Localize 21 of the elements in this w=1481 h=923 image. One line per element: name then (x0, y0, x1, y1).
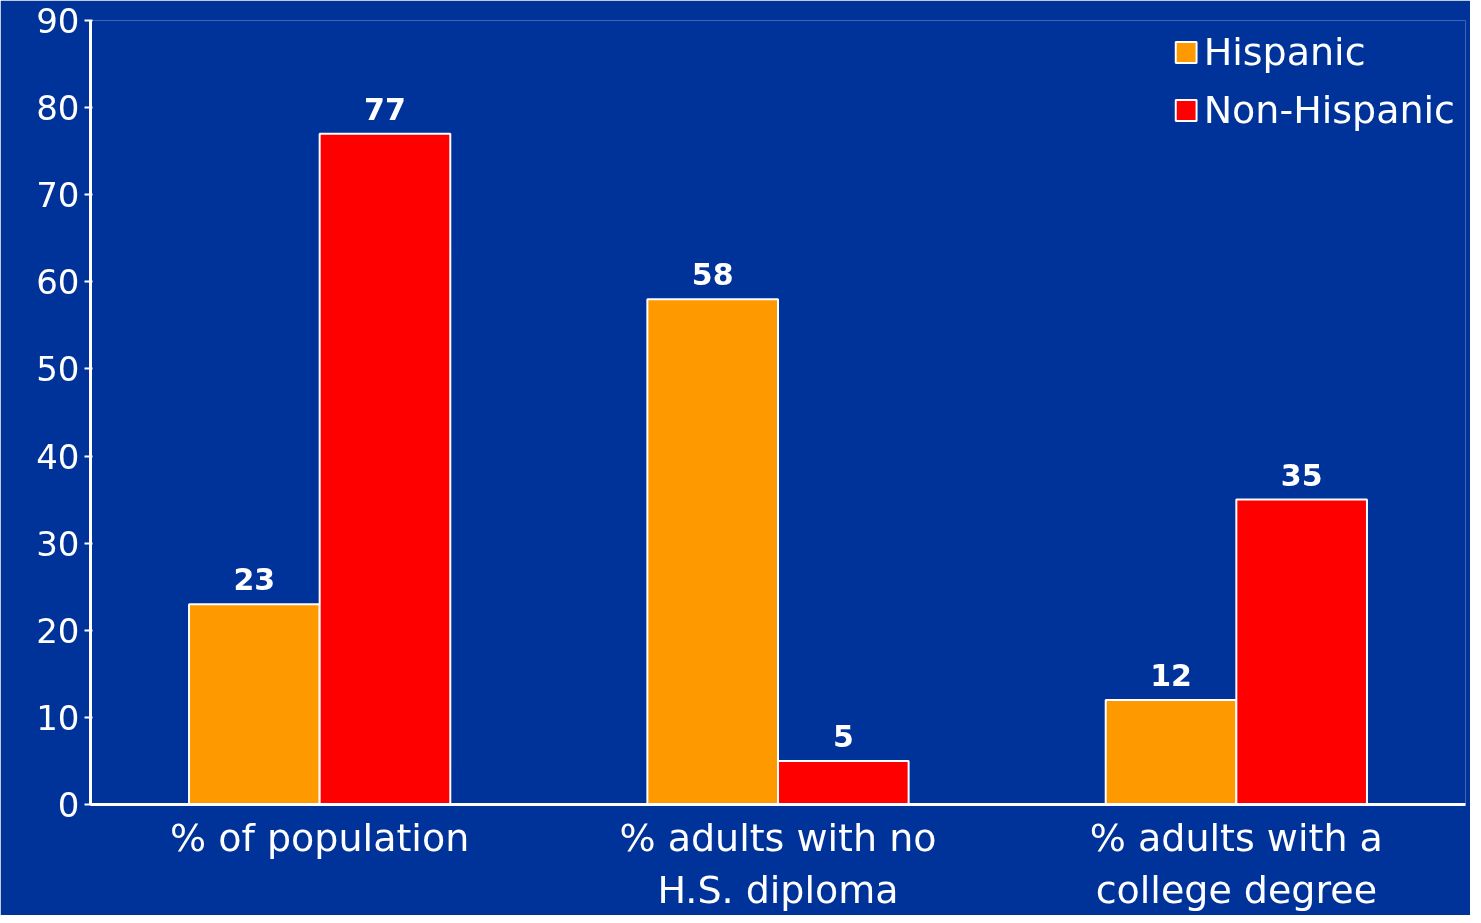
y-tick-label: 0 (57, 785, 80, 825)
x-tick-label: % of population (170, 815, 470, 860)
x-tick-label: % adults with a college degree (1089, 815, 1383, 913)
data-label: 58 (691, 257, 734, 293)
y-tick-label: 30 (36, 523, 80, 564)
data-label: 35 (1280, 457, 1323, 493)
data-label: 77 (364, 91, 406, 127)
y-tick-label: 60 (36, 262, 80, 303)
data-label: 5 (832, 718, 854, 754)
data-label: 23 (233, 562, 276, 598)
legend-label: Non-Hispanic (1203, 88, 1455, 132)
y-tick-label: 10 (36, 697, 80, 738)
y-tick-label: 90 (36, 1, 80, 41)
y-tick-label: 70 (36, 175, 80, 216)
data-label: 12 (1150, 657, 1192, 693)
y-tick-label: 50 (36, 349, 80, 390)
y-tick-label: 20 (36, 610, 80, 651)
x-tick-label: % adults with no H.S. diploma (619, 815, 937, 913)
y-tick-label: 80 (36, 88, 80, 129)
y-tick-label: 40 (36, 436, 80, 477)
legend-label: Hispanic (1203, 30, 1366, 74)
